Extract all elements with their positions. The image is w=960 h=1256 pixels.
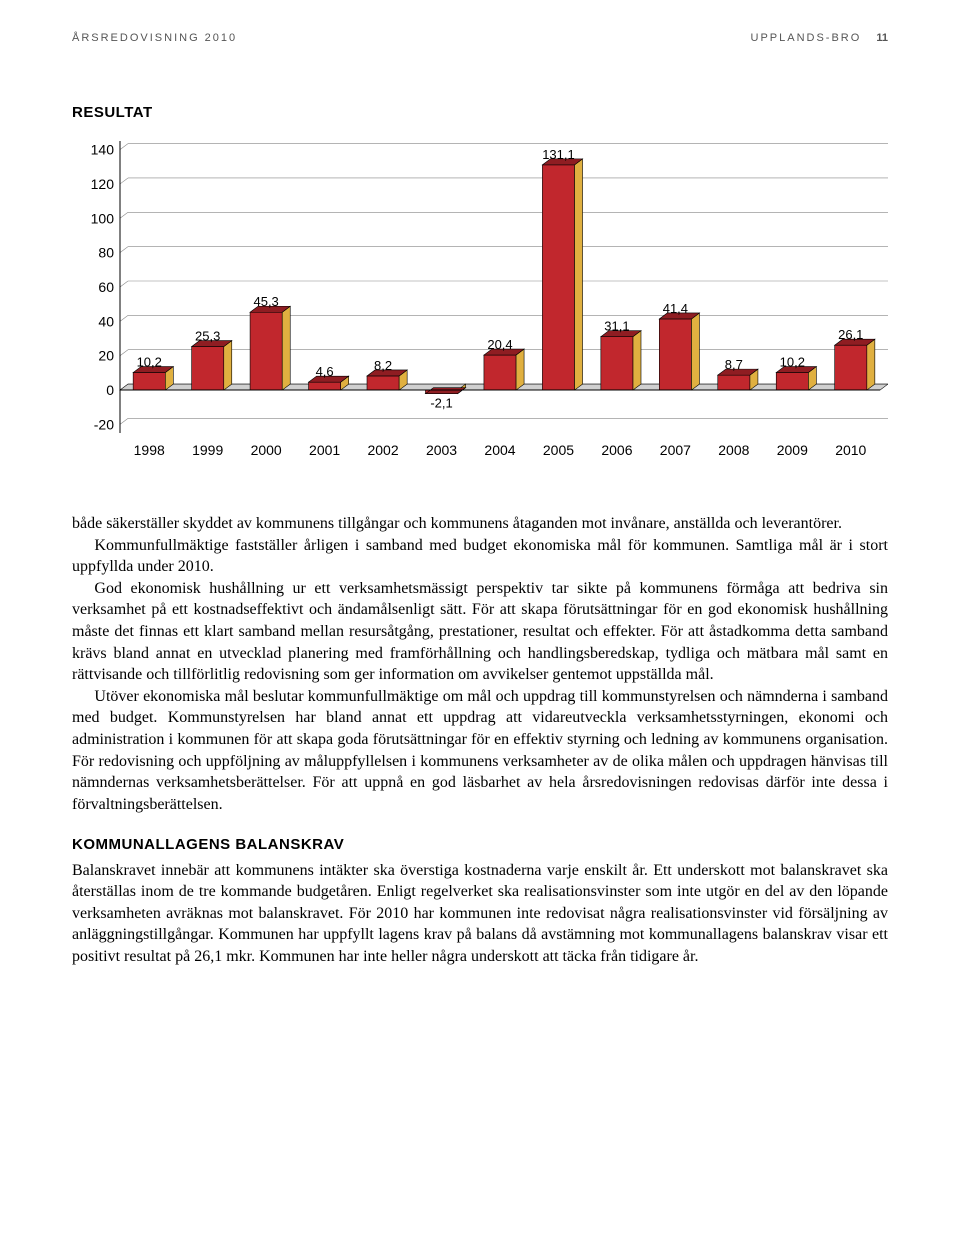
svg-text:2007: 2007 <box>660 442 691 458</box>
svg-text:20: 20 <box>98 348 114 364</box>
paragraph-4: Utöver ekonomiska mål beslutar kommunful… <box>72 686 888 816</box>
page-number: 11 <box>876 32 888 44</box>
svg-text:1999: 1999 <box>192 442 223 458</box>
svg-text:2009: 2009 <box>777 442 808 458</box>
svg-text:2001: 2001 <box>309 442 340 458</box>
svg-text:131,1: 131,1 <box>542 147 575 162</box>
svg-text:2000: 2000 <box>251 442 282 458</box>
section-heading-balanskrav: KOMMUNALLAGENS BALANSKRAV <box>72 835 888 855</box>
body-text: både säkerställer skyddet av kommunens t… <box>72 513 888 968</box>
svg-text:100: 100 <box>91 210 115 226</box>
section2-paragraph-1: Balanskravet innebär att kommunens intäk… <box>72 860 888 968</box>
svg-text:41,4: 41,4 <box>663 301 688 316</box>
svg-text:10,2: 10,2 <box>780 355 805 370</box>
svg-text:26,1: 26,1 <box>838 327 863 342</box>
svg-text:0: 0 <box>106 382 114 398</box>
svg-text:2010: 2010 <box>835 442 866 458</box>
paragraph-3: God ekonomisk hushållning ur ett verksam… <box>72 578 888 686</box>
header-right-label: UPPLANDS-BRO <box>751 32 862 44</box>
header-left: ÅRSREDOVISNING 2010 <box>72 32 237 44</box>
svg-text:8,7: 8,7 <box>725 357 743 372</box>
paragraph-2: Kommunfullmäktige fastställer årligen i … <box>72 535 888 578</box>
chart-svg: -20 0 20 40 60 80 100 120 140 10,2 1998 25,3 1999 45,… <box>72 133 888 463</box>
svg-text:120: 120 <box>91 176 115 192</box>
svg-text:2004: 2004 <box>484 442 515 458</box>
svg-text:2006: 2006 <box>601 442 632 458</box>
svg-text:40: 40 <box>98 313 114 329</box>
svg-text:4,6: 4,6 <box>316 364 334 379</box>
svg-text:80: 80 <box>98 245 114 261</box>
svg-text:2005: 2005 <box>543 442 574 458</box>
svg-text:60: 60 <box>98 279 114 295</box>
svg-text:45,3: 45,3 <box>253 294 278 309</box>
svg-text:20,4: 20,4 <box>487 337 512 352</box>
resultat-chart: -20 0 20 40 60 80 100 120 140 10,2 1998 25,3 1999 45,… <box>72 133 888 463</box>
svg-text:-20: -20 <box>94 416 114 432</box>
svg-text:-2,1: -2,1 <box>430 396 452 411</box>
svg-text:8,2: 8,2 <box>374 358 392 373</box>
page-header: ÅRSREDOVISNING 2010 UPPLANDS-BRO 11 <box>72 32 888 44</box>
paragraph-1: både säkerställer skyddet av kommunens t… <box>72 513 888 535</box>
svg-text:140: 140 <box>91 142 115 158</box>
svg-text:25,3: 25,3 <box>195 329 220 344</box>
svg-text:31,1: 31,1 <box>604 319 629 334</box>
svg-text:1998: 1998 <box>134 442 165 458</box>
header-right: UPPLANDS-BRO 11 <box>751 32 889 44</box>
svg-text:2002: 2002 <box>367 442 398 458</box>
svg-text:10,2: 10,2 <box>137 355 162 370</box>
svg-text:2003: 2003 <box>426 442 457 458</box>
svg-text:2008: 2008 <box>718 442 749 458</box>
chart-title: RESULTAT <box>72 104 888 121</box>
